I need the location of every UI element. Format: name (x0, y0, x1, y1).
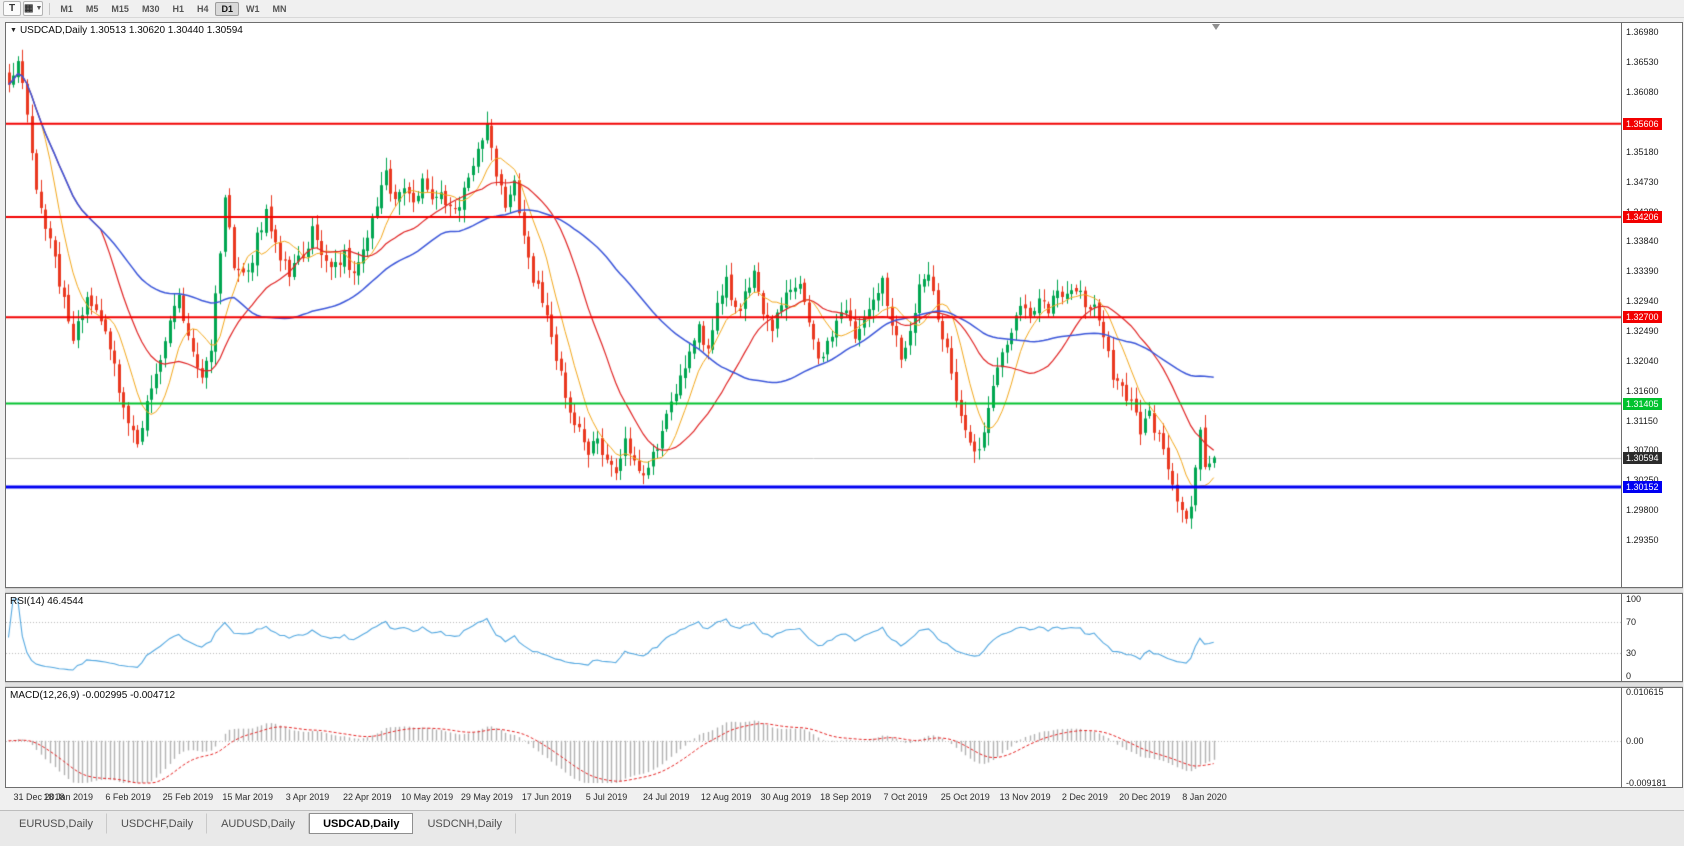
timeframe-group: M1 M5 M15 M30 H1 H4 D1 W1 MN (54, 1, 292, 16)
timeframe-button-h4[interactable]: H4 (196, 3, 209, 14)
price-axis-tick: 1.33390 (1626, 266, 1659, 277)
rsi-title: RSI(14) 46.4544 (10, 596, 83, 607)
drawing-tool-icon: ▦ (24, 3, 34, 14)
rsi-panel: RSI(14) 46.4544 100 70 30 0 (5, 593, 1683, 682)
drawing-tools-dropdown-button[interactable]: ▦ ▼ (23, 1, 44, 16)
price-axis-tick: 1.32940 (1626, 296, 1659, 307)
hline-price-badge: 1.32700 (1623, 311, 1662, 324)
date-axis-tick: 18 Sep 2019 (820, 792, 872, 802)
chart-tab-usdchf[interactable]: USDCHF,Daily (107, 813, 208, 834)
date-axis-tick: 18 Jan 2019 (43, 792, 94, 802)
hline-price-badge: 1.35606 (1623, 117, 1662, 130)
price-axis-tick: 1.36530 (1626, 57, 1659, 68)
price-axis-tick: 1.36080 (1626, 87, 1659, 98)
rsi-plot (6, 594, 1622, 681)
rsi-axis-tick: 0 (1626, 671, 1632, 681)
price-axis-tick: 1.32490 (1626, 326, 1659, 337)
rsi-axis-tick: 30 (1626, 647, 1637, 658)
rsi-axis-tick: 100 (1626, 594, 1642, 604)
macd-axis-tick: 0.010615 (1626, 688, 1664, 697)
date-axis-tick: 12 Aug 2019 (700, 792, 752, 802)
price-axis[interactable]: 1.369801.365301.360801.356301.351801.347… (1622, 23, 1682, 587)
current-price-badge: 1.30594 (1623, 451, 1662, 464)
date-axis-tick: 7 Oct 2019 (883, 792, 928, 802)
toolbar-separator (49, 2, 51, 15)
date-axis-tick: 8 Jan 2020 (1182, 792, 1227, 802)
timeframe-button-h1[interactable]: H1 (172, 3, 184, 14)
hline-price-badge: 1.30152 (1623, 480, 1662, 493)
chart-tab-eurusd[interactable]: EURUSD,Daily (5, 813, 107, 834)
timeframe-button-m15[interactable]: M15 (111, 3, 129, 14)
date-axis-tick: 10 May 2019 (401, 792, 454, 802)
rsi-axis-tick: 70 (1626, 617, 1637, 628)
macd-axis-tick: -0.009181 (1626, 778, 1667, 787)
chevron-down-icon: ▼ (35, 5, 43, 12)
toolbar: T ▦ ▼ M1 M5 M15 M30 H1 H4 D1 W1 MN (0, 0, 1684, 18)
date-axis-tick: 31 Dec 2018 (13, 792, 65, 802)
price-axis-tick: 1.29800 (1626, 505, 1659, 516)
price-panel: ▼ USDCAD,Daily 1.30513 1.30620 1.30440 1… (5, 22, 1683, 588)
chart-tab-usdcnh[interactable]: USDCNH,Daily (413, 813, 517, 834)
hline-price-badge: 1.34206 (1623, 211, 1662, 224)
date-axis-tick: 29 May 2019 (460, 792, 513, 802)
date-axis-tick: 25 Feb 2019 (162, 792, 214, 802)
rsi-title-text: RSI(14) 46.4544 (10, 596, 84, 607)
date-axis[interactable]: 31 Dec 2018 18 Jan 2019 6 Feb 2019 25 Feb 2… (5, 788, 1683, 808)
date-axis-tick: 6 Feb 2019 (105, 792, 151, 802)
date-axis-tick: 17 Jun 2019 (521, 792, 572, 802)
timeframe-button-m5[interactable]: M5 (85, 3, 99, 14)
chart-title: ▼ USDCAD,Daily 1.30513 1.30620 1.30440 1… (10, 25, 243, 36)
macd-title-text: MACD(12,26,9) -0.002995 -0.004712 (10, 690, 176, 701)
date-axis-tick: 25 Oct 2019 (940, 792, 990, 802)
rsi-chart-canvas[interactable] (6, 594, 1621, 681)
price-axis-tick: 1.32040 (1626, 356, 1659, 367)
price-axis-tick: 1.29350 (1626, 535, 1659, 546)
date-axis-tick: 15 Mar 2019 (222, 792, 273, 802)
collapse-triangle-icon[interactable]: ▼ (10, 27, 17, 34)
date-axis-tick: 13 Nov 2019 (999, 792, 1051, 802)
price-axis-tick: 1.35180 (1626, 147, 1659, 158)
chart-title-text: USDCAD,Daily 1.30513 1.30620 1.30440 1.3… (19, 25, 243, 36)
macd-plot (6, 688, 1622, 787)
price-axis-tick: 1.33840 (1626, 236, 1659, 247)
macd-axis-tick: 0.00 (1626, 735, 1644, 746)
panel-splitter[interactable] (5, 588, 1683, 593)
chart-window: ▼ USDCAD,Daily 1.30513 1.30620 1.30440 1… (0, 18, 1684, 810)
date-axis-tick: 5 Jul 2019 (585, 792, 628, 802)
tabbar: EURUSD,Daily USDCHF,Daily AUDUSD,Daily USDC… (0, 810, 1684, 846)
price-axis-tick: 1.31600 (1626, 385, 1659, 396)
chart-tab-usdcad[interactable]: USDCAD,Daily (309, 813, 414, 834)
price-axis-tick: 1.36980 (1626, 27, 1659, 38)
price-axis-tick: 1.30250 (1626, 475, 1659, 486)
date-axis-tick: 30 Aug 2019 (760, 792, 812, 802)
price-axis-tick: 1.31150 (1626, 415, 1658, 426)
price-chart-canvas[interactable] (6, 23, 1621, 587)
date-axis-tick: 2 Dec 2019 (1061, 792, 1108, 802)
timeframe-button-w1[interactable]: W1 (246, 3, 260, 14)
date-axis-tick: 3 Apr 2019 (285, 792, 330, 802)
timeframe-button-mn[interactable]: MN (272, 3, 287, 14)
text-tool-button[interactable]: T (3, 1, 21, 16)
chart-tab-audusd[interactable]: AUDUSD,Daily (207, 813, 310, 834)
timeframe-button-m1[interactable]: M1 (60, 3, 73, 14)
macd-title: MACD(12,26,9) -0.002995 -0.004712 (10, 690, 175, 701)
rsi-axis[interactable]: 100 70 30 0 (1622, 594, 1682, 681)
panel-splitter[interactable] (5, 682, 1683, 687)
timeframe-button-m30[interactable]: M30 (141, 3, 160, 14)
date-axis-tick: 22 Apr 2019 (343, 792, 392, 802)
macd-panel: MACD(12,26,9) -0.002995 -0.004712 0.0106… (5, 687, 1683, 788)
price-axis-tick: 1.30700 (1626, 445, 1659, 456)
date-axis-tick: 24 Jul 2019 (643, 792, 690, 802)
hline-price-badge: 1.31405 (1623, 397, 1662, 410)
chart-shift-marker-icon[interactable] (1212, 24, 1220, 30)
date-axis-tick: 20 Dec 2019 (1119, 792, 1171, 802)
timeframe-button-d1[interactable]: D1 (215, 1, 239, 16)
macd-chart-canvas[interactable] (6, 688, 1621, 787)
macd-axis[interactable]: 0.010615 0.00 -0.009181 (1622, 688, 1682, 787)
price-axis-tick: 1.34730 (1626, 177, 1659, 188)
price-plot (6, 23, 1622, 587)
